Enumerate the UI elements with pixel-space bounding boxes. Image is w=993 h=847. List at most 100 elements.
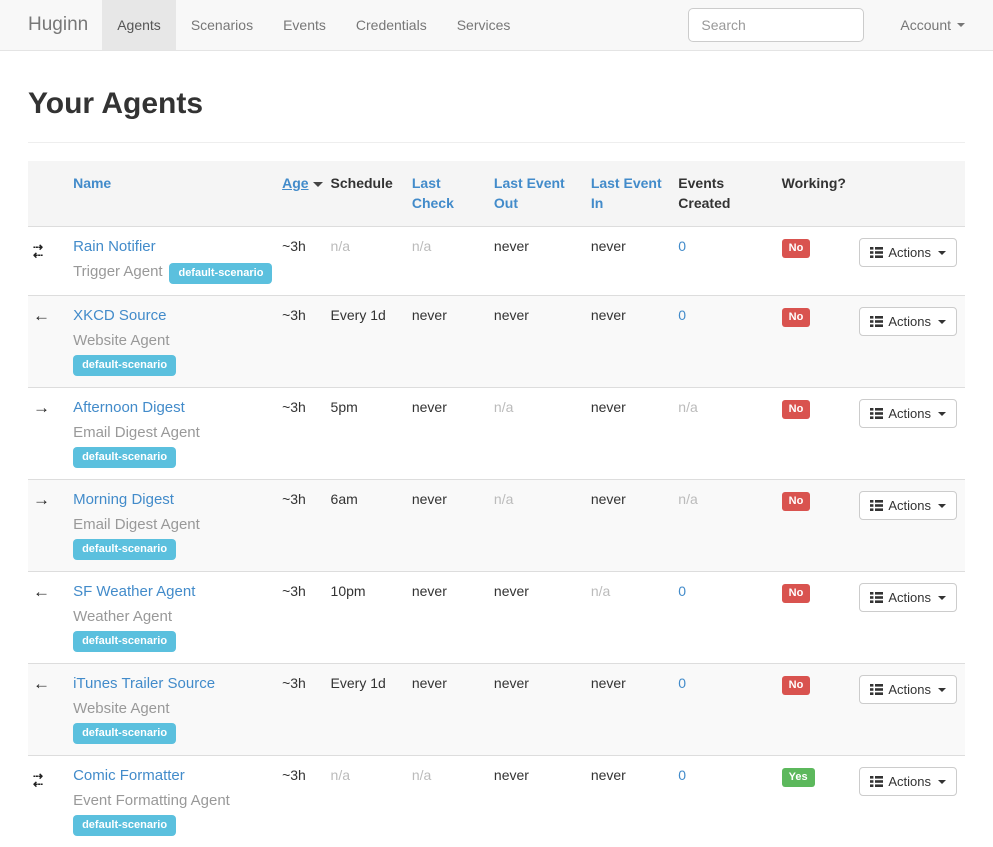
working-badge: No xyxy=(781,676,811,696)
nav-items: Agents Scenarios Events Credentials Services xyxy=(102,0,525,50)
age-cell: ~3h xyxy=(282,479,331,572)
caret-down-icon xyxy=(937,687,946,692)
last-check-cell: n/a xyxy=(411,755,494,847)
actions-label: Actions xyxy=(888,314,931,330)
account-label: Account xyxy=(900,17,951,33)
column-header-actions xyxy=(859,161,965,227)
list-icon xyxy=(870,684,884,696)
scenario-badge[interactable]: default-scenario xyxy=(73,815,177,837)
working-badge: Yes xyxy=(781,768,815,788)
agent-name-link[interactable]: iTunes Trailer Source xyxy=(73,675,216,693)
last-event-out-cell: n/a xyxy=(493,387,591,480)
actions-label: Actions xyxy=(888,406,931,422)
scenario-badge[interactable]: default-scenario xyxy=(73,539,177,561)
schedule-cell: 6am xyxy=(330,479,412,572)
age-cell: ~3h xyxy=(282,755,331,847)
agent-name-link[interactable]: XKCD Source xyxy=(73,307,167,325)
actions-button[interactable]: Actions xyxy=(859,583,957,613)
brand-link[interactable]: Huginn xyxy=(28,14,89,35)
schedule-cell: n/a xyxy=(330,226,412,296)
age-cell: ~3h xyxy=(282,295,331,388)
working-badge: No xyxy=(781,400,811,420)
navbar-right: Account xyxy=(688,0,965,50)
column-header-last-event-out[interactable]: Last Event Out xyxy=(493,161,591,227)
schedule-cell: n/a xyxy=(330,755,412,847)
events-created-cell: n/a xyxy=(678,387,782,480)
age-cell: ~3h xyxy=(282,387,331,480)
divider xyxy=(28,142,965,143)
working-badge: No xyxy=(781,584,811,604)
column-header-last-event-in[interactable]: Last Event In xyxy=(590,161,679,227)
scenario-badge[interactable]: default-scenario xyxy=(73,355,177,377)
column-header-name[interactable]: Name xyxy=(73,161,283,227)
schedule-cell: 10pm xyxy=(330,571,412,664)
events-count-link[interactable]: 0 xyxy=(678,571,782,664)
column-header-last-check[interactable]: Last Check xyxy=(411,161,494,227)
scenario-badge[interactable]: default-scenario xyxy=(73,447,177,469)
actions-button[interactable]: Actions xyxy=(859,491,957,521)
events-count-link[interactable]: 0 xyxy=(678,755,782,847)
agent-name-link[interactable]: Rain Notifier xyxy=(73,238,156,256)
scenario-badge[interactable]: default-scenario xyxy=(73,723,177,745)
table-row: ← XKCD Source Website Agent default-scen… xyxy=(28,295,965,388)
working-badge: No xyxy=(781,308,811,328)
scenario-badge[interactable]: default-scenario xyxy=(169,263,273,285)
list-icon xyxy=(870,316,884,328)
actions-button[interactable]: Actions xyxy=(859,399,957,429)
actions-label: Actions xyxy=(888,498,931,514)
nav-item-events[interactable]: Events xyxy=(283,17,326,33)
nav-item-scenarios[interactable]: Scenarios xyxy=(190,17,254,33)
agent-name-link[interactable]: Afternoon Digest xyxy=(73,399,185,417)
table-row: → Morning Digest Email Digest Agent defa… xyxy=(28,479,965,572)
age-cell: ~3h xyxy=(282,663,331,756)
agent-name-link[interactable]: Morning Digest xyxy=(73,491,174,509)
table-header-row: Name Age Schedule Last Check Last Event Out L… xyxy=(28,161,965,227)
nav-item-agents[interactable]: Agents xyxy=(102,0,176,50)
caret-down-icon xyxy=(937,250,946,255)
last-event-out-cell: n/a xyxy=(493,479,591,572)
actions-button[interactable]: Actions xyxy=(859,767,957,797)
events-count-link[interactable]: 0 xyxy=(678,663,782,756)
last-event-in-cell: never xyxy=(590,226,679,296)
events-count-link[interactable]: 0 xyxy=(678,226,782,296)
last-event-out-cell: never xyxy=(493,663,591,756)
actions-button[interactable]: Actions xyxy=(859,238,957,268)
nav-item-services[interactable]: Services xyxy=(456,17,511,33)
list-icon xyxy=(870,592,884,604)
agent-name-link[interactable]: Comic Formatter xyxy=(73,767,185,785)
sort-caret-icon xyxy=(312,182,323,187)
agents-table-body: ⇢ ⇠ Rain Notifier Trigger Agent default-s… xyxy=(28,226,965,847)
scenario-badge[interactable]: default-scenario xyxy=(73,631,177,653)
search-input[interactable] xyxy=(688,8,865,42)
account-menu[interactable]: Account xyxy=(900,17,965,33)
last-event-out-cell: never xyxy=(493,295,591,388)
list-icon xyxy=(870,776,884,788)
events-count-link[interactable]: 0 xyxy=(678,295,782,388)
actions-label: Actions xyxy=(888,590,931,606)
actions-button[interactable]: Actions xyxy=(859,675,957,705)
arrow-left-icon: ← xyxy=(33,582,50,602)
list-icon xyxy=(870,408,884,420)
actions-button[interactable]: Actions xyxy=(859,307,957,337)
caret-down-icon xyxy=(937,779,946,784)
agent-name-link[interactable]: SF Weather Agent xyxy=(73,583,196,601)
transfer-icon: ⇢ ⇠ xyxy=(33,769,44,792)
agent-type-label: Email Digest Agent xyxy=(73,424,200,442)
column-header-age[interactable]: Age xyxy=(282,161,331,227)
last-event-in-cell: never xyxy=(590,479,679,572)
arrow-left-icon: ← xyxy=(33,674,50,694)
actions-label: Actions xyxy=(888,774,931,790)
column-header-icon xyxy=(28,161,74,227)
schedule-cell: Every 1d xyxy=(330,663,412,756)
agent-type-label: Website Agent xyxy=(73,332,170,350)
column-header-working: Working? xyxy=(781,161,860,227)
last-event-in-cell: never xyxy=(590,387,679,480)
nav-item-credentials[interactable]: Credentials xyxy=(355,17,427,33)
age-cell: ~3h xyxy=(282,571,331,664)
column-header-events-created: Events Created xyxy=(678,161,782,227)
working-badge: No xyxy=(781,239,811,259)
last-event-in-cell: n/a xyxy=(590,571,679,664)
last-check-cell: n/a xyxy=(411,226,494,296)
last-event-out-cell: never xyxy=(493,571,591,664)
last-event-in-cell: never xyxy=(590,663,679,756)
